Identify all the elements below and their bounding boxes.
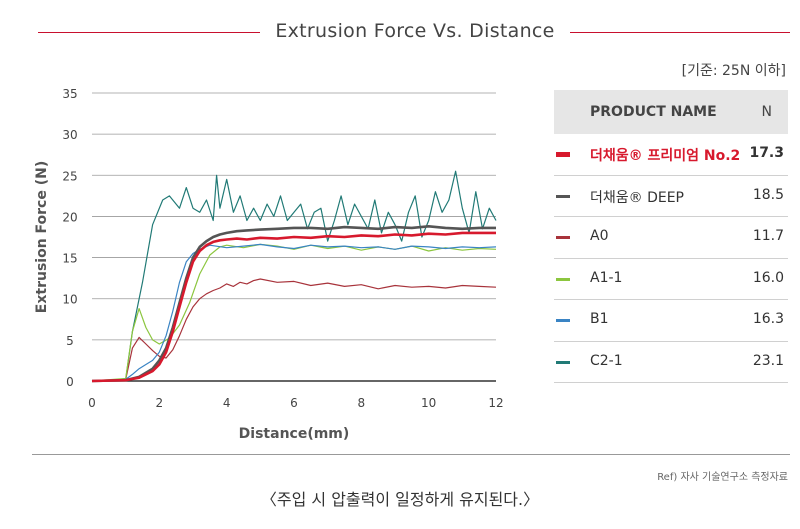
y-tick-label: 20: [62, 210, 77, 224]
legend-value: 18.5: [752, 186, 784, 203]
chart-title: Extrusion Force Vs. Distance: [275, 20, 555, 42]
legend-row: C2-1 23.1: [554, 342, 788, 383]
legend-row: 더채움® DEEP 18.5: [554, 176, 788, 217]
caption: 〈주입 시 압출력이 일정하게 유지된다.〉: [260, 490, 540, 509]
series-line: [91, 231, 496, 383]
chart-title-row: Extrusion Force Vs. Distance: [0, 14, 800, 48]
legend-product-name: C2-1: [590, 352, 623, 369]
legend-swatch: [556, 152, 570, 157]
legend-value: 11.7: [752, 228, 784, 244]
y-axis-label: Extrusion Force (N): [34, 161, 50, 313]
y-tick-label: 35: [62, 87, 77, 101]
x-tick-label: 4: [223, 396, 231, 410]
series-line: [91, 243, 497, 382]
legend-swatch: [556, 194, 570, 198]
x-tick-label: 2: [156, 396, 164, 410]
legend-row: 더채움® 프리미엄 No.2 17.3: [554, 134, 788, 176]
legend-product-name: 더채움® DEEP: [590, 189, 685, 206]
x-tick-label: 0: [88, 396, 96, 410]
legend-swatch: [556, 319, 570, 322]
legend-row: A0 11.7: [554, 217, 788, 259]
series-line: [91, 278, 497, 382]
footer-divider: [32, 454, 790, 455]
title-rule-right: [570, 32, 790, 33]
x-tick-label: 10: [421, 396, 436, 410]
x-axis-label: Distance(mm): [239, 426, 350, 442]
legend-row: B1 16.3: [554, 300, 788, 342]
column-header-n: N: [761, 104, 772, 120]
series-line: [91, 170, 497, 382]
legend-product-name: B1: [590, 311, 609, 327]
legend-product-name: A1-1: [590, 269, 623, 286]
legend-table-body: 더채움® 프리미엄 No.2 17.3 더채움® DEEP 18.5 A0 11.7 A1-…: [554, 134, 788, 383]
y-tick-label: 15: [62, 252, 77, 266]
y-tick-label: 5: [66, 334, 74, 348]
criteria-note: [기준: 25N 이하]: [681, 63, 786, 79]
y-tick-label: 0: [66, 375, 74, 389]
x-tick-label: 8: [358, 396, 366, 410]
legend-value: 16.3: [752, 311, 784, 327]
legend-table-header: PRODUCT NAME N: [554, 90, 788, 134]
legend-value: 17.3: [749, 145, 784, 161]
y-tick-label: 25: [62, 169, 77, 183]
x-tick-label: 6: [290, 396, 298, 410]
legend-table: PRODUCT NAME N 더채움® 프리미엄 No.2 17.3 더채움® DE…: [554, 90, 788, 383]
column-header-product: PRODUCT NAME: [590, 104, 717, 120]
reference-note: Ref) 자사 기술연구소 측정자료: [657, 472, 788, 483]
line-chart: 0 5 10 15 20 25 30 35 0 2 4 6 8 10 12 Distance(mm) Extru…: [34, 87, 504, 442]
legend-swatch: [556, 360, 570, 364]
legend-row: A1-1 16.0: [554, 259, 788, 300]
legend-product-name: A0: [590, 228, 609, 244]
y-tick-label: 10: [62, 293, 77, 307]
legend-swatch: [556, 277, 570, 281]
legend-product-name: 더채움® 프리미엄 No.2: [590, 148, 741, 164]
title-rule-left: [38, 32, 260, 33]
series-line: [91, 243, 497, 382]
y-tick-label: 30: [62, 128, 77, 142]
legend-swatch: [556, 236, 570, 239]
legend-value: 16.0: [752, 269, 784, 286]
legend-value: 23.1: [752, 352, 784, 369]
x-tick-label: 12: [488, 396, 503, 410]
